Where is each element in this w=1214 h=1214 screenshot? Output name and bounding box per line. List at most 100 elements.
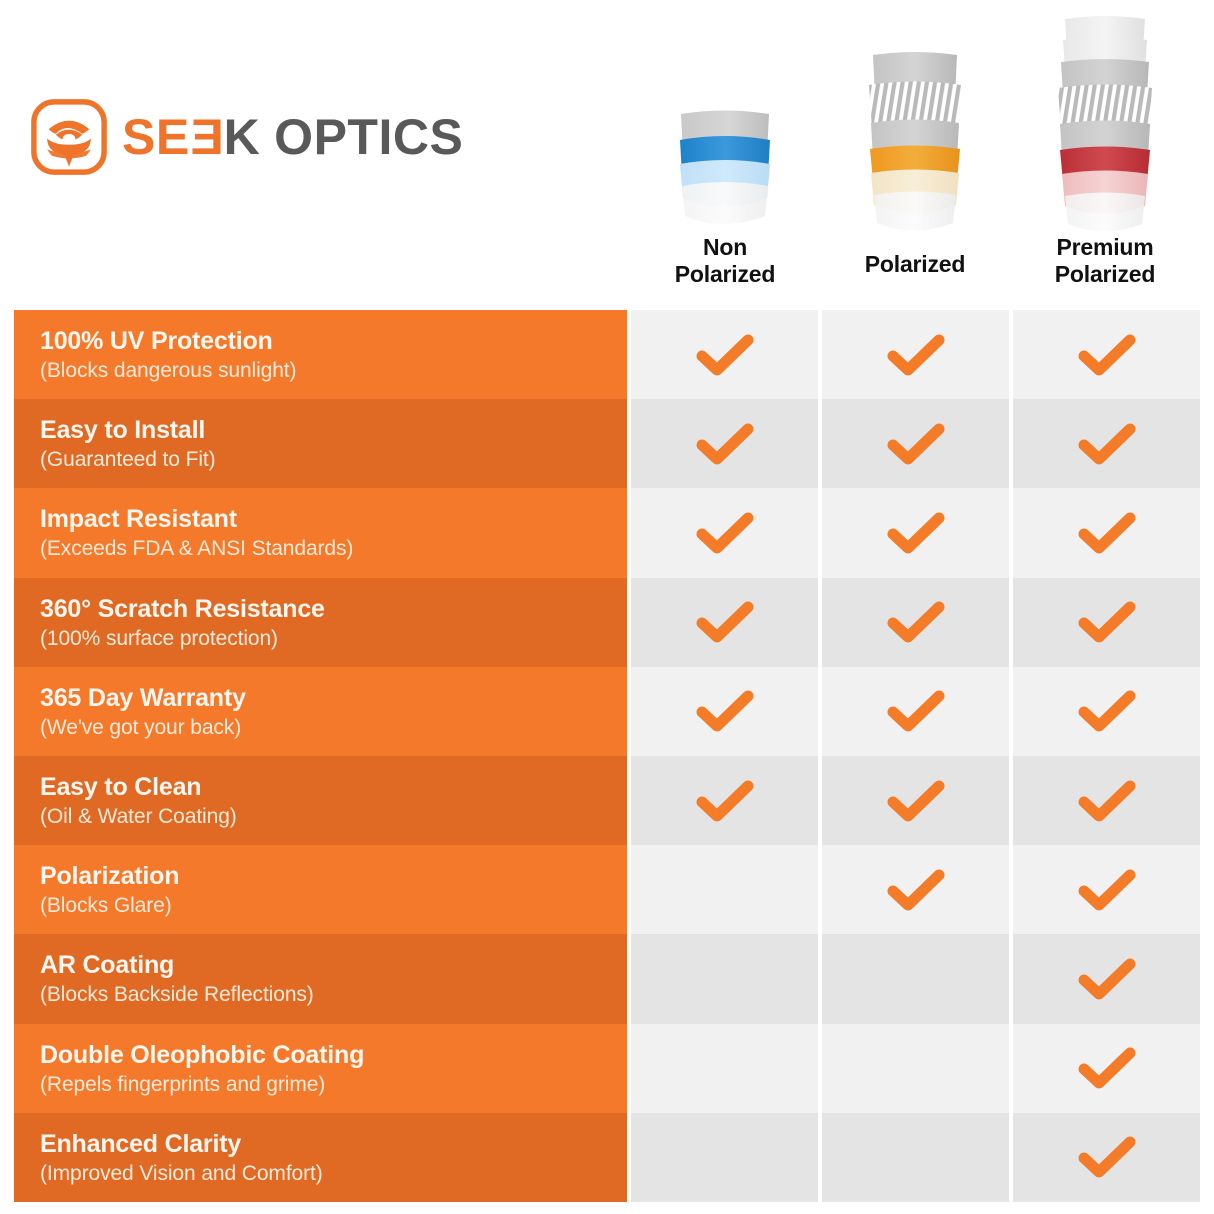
check-cell-non-polarized	[631, 756, 818, 846]
check-cell-premium-polarized	[1013, 934, 1200, 1024]
check-cell-polarized	[822, 1112, 1009, 1203]
column-title-line2: Polarized	[1054, 260, 1156, 287]
checkmark-icon	[696, 334, 753, 376]
checkmark-icon	[1078, 1136, 1135, 1178]
check-cell-premium-polarized	[1013, 1112, 1200, 1203]
checkmark-icon	[1078, 601, 1135, 643]
check-cell-non-polarized	[631, 666, 818, 757]
feature-label-cell: Polarization (Blocks Glare)	[14, 845, 627, 935]
feature-check-group	[631, 934, 1200, 1024]
checkmark-icon	[1078, 690, 1135, 732]
check-cell-polarized	[822, 399, 1009, 489]
feature-check-group	[631, 488, 1200, 578]
check-cell-polarized	[822, 577, 1009, 667]
check-cell-premium-polarized	[1013, 488, 1200, 578]
column-title-non-polarized: Non Polarized	[630, 234, 820, 287]
feature-label-cell: AR Coating (Blocks Backside Reflections)	[14, 934, 627, 1024]
check-cell-non-polarized	[631, 577, 818, 667]
column-header-polarized: Polarized	[820, 0, 1010, 300]
check-cell-polarized	[822, 934, 1009, 1024]
table-row: AR Coating (Blocks Backside Reflections)	[14, 934, 1200, 1024]
check-cell-polarized	[822, 488, 1009, 578]
checkmark-icon	[1078, 334, 1135, 376]
feature-subtitle: (100% surface protection)	[40, 626, 278, 650]
feature-title: Impact Resistant	[40, 505, 237, 534]
table-row: 360° Scratch Resistance (100% surface pro…	[14, 577, 1200, 667]
feature-title: 100% UV Protection	[40, 326, 273, 355]
checkmark-icon	[1078, 780, 1135, 822]
feature-subtitle: (Blocks Backside Reflections)	[40, 983, 314, 1007]
table-row: 365 Day Warranty (We've got your back)	[14, 666, 1200, 757]
feature-check-group	[631, 1023, 1200, 1113]
feature-subtitle: (Exceeds FDA & ANSI Standards)	[40, 537, 354, 561]
feature-subtitle: (Blocks Glare)	[40, 894, 172, 918]
lens-stack-non-polarized-icon	[680, 110, 770, 224]
table-row: Easy to Install (Guaranteed to Fit)	[14, 399, 1200, 489]
checkmark-icon	[887, 601, 944, 643]
feature-title: Easy to Clean	[40, 772, 202, 801]
checkmark-icon	[1078, 423, 1135, 465]
table-row: Polarization (Blocks Glare)	[14, 845, 1200, 935]
checkmark-icon	[696, 601, 753, 643]
column-title-line1: Premium	[1056, 234, 1154, 260]
lens-stack-polarized-icon	[869, 52, 961, 231]
check-cell-polarized	[822, 310, 1009, 400]
checkmark-icon	[887, 334, 944, 376]
check-cell-non-polarized	[631, 310, 818, 400]
feature-title: Easy to Install	[40, 416, 206, 445]
check-cell-non-polarized	[631, 488, 818, 578]
table-row: Easy to Clean (Oil & Water Coating)	[14, 756, 1200, 846]
check-cell-non-polarized	[631, 399, 818, 489]
feature-subtitle: (Oil & Water Coating)	[40, 804, 237, 828]
checkmark-icon	[1078, 958, 1135, 1000]
table-row: Double Oleophobic Coating (Repels fingerp…	[14, 1023, 1200, 1113]
brand-logo: SE E K OPTICS	[30, 98, 463, 176]
feature-label-cell: 360° Scratch Resistance (100% surface pro…	[14, 577, 627, 667]
check-cell-non-polarized	[631, 1112, 818, 1203]
feature-title: 360° Scratch Resistance	[40, 594, 325, 623]
checkmark-icon	[1078, 869, 1135, 911]
table-row: 100% UV Protection (Blocks dangerous sunl…	[14, 310, 1200, 400]
feature-label-cell: Easy to Clean (Oil & Water Coating)	[14, 756, 627, 846]
check-cell-polarized	[822, 845, 1009, 935]
check-cell-polarized	[822, 1023, 1009, 1113]
check-cell-premium-polarized	[1013, 756, 1200, 846]
checkmark-icon	[887, 512, 944, 554]
feature-check-group	[631, 666, 1200, 757]
lens-stack-premium-polarized-icon	[1058, 16, 1152, 232]
check-cell-premium-polarized	[1013, 1023, 1200, 1113]
feature-label-cell: Impact Resistant (Exceeds FDA & ANSI Stan…	[14, 488, 627, 578]
checkmark-icon	[696, 690, 753, 732]
check-cell-non-polarized	[631, 934, 818, 1024]
check-cell-premium-polarized	[1013, 666, 1200, 757]
feature-label-cell: Easy to Install (Guaranteed to Fit)	[14, 399, 627, 489]
feature-subtitle: (Repels fingerprints and grime)	[40, 1072, 326, 1096]
feature-subtitle: (Guaranteed to Fit)	[40, 448, 216, 472]
column-title-polarized: Polarized	[820, 251, 1010, 278]
feature-title: 365 Day Warranty	[40, 683, 246, 712]
feature-check-group	[631, 845, 1200, 935]
check-cell-polarized	[822, 756, 1009, 846]
check-cell-premium-polarized	[1013, 399, 1200, 489]
feature-subtitle: (We've got your back)	[40, 715, 242, 739]
feature-label-cell: 100% UV Protection (Blocks dangerous sunl…	[14, 310, 627, 400]
checkmark-icon	[887, 869, 944, 911]
feature-check-group	[631, 1112, 1200, 1203]
feature-label-cell: Double Oleophobic Coating (Repels fingerp…	[14, 1023, 627, 1113]
feature-title: Polarization	[40, 862, 180, 891]
column-header-premium-polarized: Premium Polarized	[1010, 0, 1200, 300]
feature-subtitle: (Improved Vision and Comfort)	[40, 1161, 323, 1185]
checkmark-icon	[887, 690, 944, 732]
feature-title: Enhanced Clarity	[40, 1129, 242, 1158]
feature-label-cell: 365 Day Warranty (We've got your back)	[14, 666, 627, 757]
feature-title: Double Oleophobic Coating	[40, 1040, 365, 1069]
column-title-premium-polarized: Premium Polarized	[1010, 234, 1200, 287]
wordmark-se: SE	[122, 109, 190, 165]
column-title-line1: Non	[702, 234, 748, 260]
check-cell-polarized	[822, 666, 1009, 757]
feature-check-group	[631, 756, 1200, 846]
feature-check-group	[631, 399, 1200, 489]
checkmark-icon	[887, 423, 944, 465]
table-row: Enhanced Clarity (Improved Vision and Com…	[14, 1112, 1200, 1203]
